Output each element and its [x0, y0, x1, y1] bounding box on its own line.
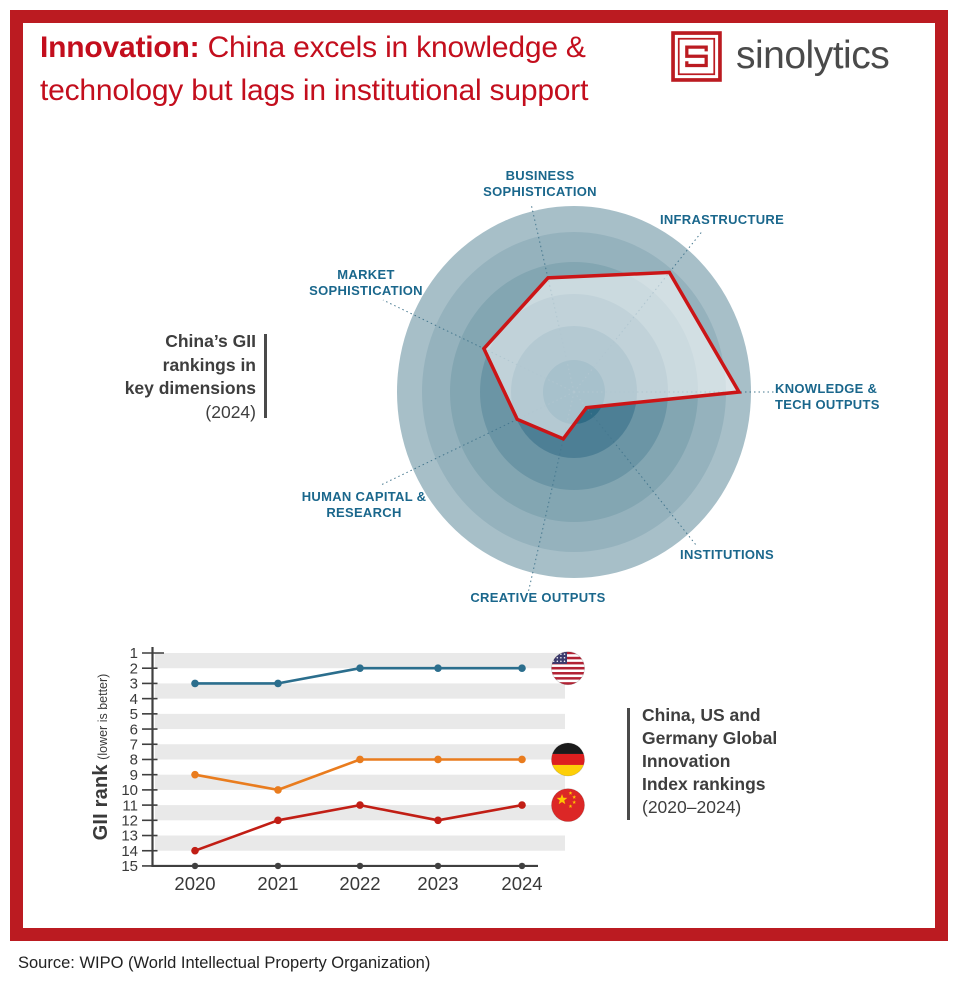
plot-stripe — [155, 835, 565, 851]
y-tick-label: 15 — [121, 858, 138, 875]
flag-icon-cn — [551, 788, 585, 822]
radar-axis-line — [527, 391, 575, 594]
baseline-dot — [191, 862, 199, 870]
plot-stripe — [155, 653, 565, 669]
y-tick-label: 7 — [130, 736, 138, 753]
baseline-dot — [434, 862, 442, 870]
radar-caption-rule — [264, 334, 267, 418]
series-dot-us — [274, 679, 282, 688]
radar-polygon-china — [481, 270, 742, 441]
line-caption-line: Innovation — [642, 751, 731, 771]
y-tick-label: 13 — [121, 828, 138, 845]
radar-axis-label-market-sophistication: MARKET SOPHISTICATION — [309, 267, 423, 298]
x-tick-label: 2021 — [257, 873, 298, 894]
series-dot-us — [434, 664, 442, 673]
series-dot-us — [191, 679, 199, 688]
line-caption-line: Germany Global — [642, 728, 778, 748]
radar-caption-line: China’s GII — [165, 331, 256, 351]
x-tick-label: 2024 — [501, 873, 542, 894]
y-axis-title: GII rank (lower is better) — [90, 642, 116, 872]
baseline-dot — [356, 862, 364, 870]
y-tick-label: 9 — [130, 767, 138, 784]
x-tick-label: 2023 — [417, 873, 458, 894]
x-tick-label: 2020 — [174, 873, 215, 894]
radar-axis-label-business-sophistication: BUSINESS SOPHISTICATION — [483, 168, 597, 199]
series-dot-cn — [191, 846, 199, 855]
series-dot-cn — [274, 816, 282, 825]
y-tick-label: 5 — [130, 706, 138, 723]
y-tick-label: 6 — [130, 721, 138, 738]
y-tick-label: 8 — [130, 752, 138, 769]
plot-stripe — [155, 774, 565, 790]
line-caption-line: Index rankings — [642, 774, 766, 794]
radar-caption-year: (2024) — [205, 401, 256, 422]
radar-axis-label-human-capital-research: HUMAN CAPITAL & RESEARCH — [301, 489, 427, 520]
plot-stripe — [155, 683, 565, 699]
sinolytics-logo: sinolytics — [671, 30, 890, 82]
series-dot-de — [191, 770, 199, 779]
y-axis-title-main: GII rank — [90, 764, 112, 841]
line-caption-line: China, US and — [642, 705, 761, 725]
series-dot-de — [274, 786, 282, 794]
radar-axis-label-knowledge-tech-outputs: KNOWLEDGE & TECH OUTPUTS — [775, 381, 880, 412]
plot-stripe — [155, 744, 565, 760]
x-tick-label: 2022 — [339, 873, 380, 894]
line-caption: China, US and Germany Global Innovation … — [642, 704, 852, 819]
radar-axis-line — [573, 391, 697, 546]
y-tick-label: 14 — [121, 843, 138, 860]
series-dot-de — [434, 755, 442, 764]
radar-axis-label-institutions: INSTITUTIONS — [680, 547, 774, 562]
y-axis-title-note: (lower is better) — [96, 673, 110, 760]
series-dot-de — [356, 755, 364, 764]
series-dot-us — [518, 664, 526, 673]
y-tick-label: 2 — [130, 660, 138, 677]
y-tick-label: 3 — [130, 676, 138, 693]
brand-wordmark: sinolytics — [736, 34, 890, 77]
plot-stripe — [155, 713, 565, 730]
radar-axis-label-infrastructure: INFRASTRUCTURE — [659, 212, 785, 227]
title-lead: Innovation: — [40, 31, 200, 64]
baseline-dot — [518, 862, 526, 870]
y-tick-label: 10 — [121, 782, 138, 799]
flag-icon-de — [551, 742, 585, 777]
y-tick-label: 12 — [121, 813, 138, 830]
border-frame — [10, 10, 948, 941]
y-tick-label: 1 — [130, 645, 138, 662]
line-caption-year: (2020–2024) — [642, 797, 742, 817]
series-dot-cn — [518, 801, 526, 809]
title-rest: China excels in knowledge & technology b… — [40, 31, 589, 107]
radar-caption-line: key dimensions — [124, 378, 256, 398]
series-dot-cn — [356, 801, 364, 809]
page-title: Innovation: China excels in knowledge & … — [40, 26, 640, 112]
series-dot-cn — [434, 816, 442, 825]
sinolytics-logo-icon — [671, 30, 722, 82]
series-dot-us — [356, 664, 364, 673]
line-caption-rule — [627, 708, 630, 820]
radar-caption-line: rankings in — [162, 354, 256, 375]
series-dot-de — [518, 755, 526, 764]
baseline-dot — [274, 862, 282, 870]
y-tick-label: 4 — [130, 691, 138, 708]
source-note: Source: WIPO (World Intellectual Propert… — [18, 954, 431, 972]
radar-axis-label-creative-outputs: CREATIVE OUTPUTS — [470, 590, 606, 605]
radar-axis-line — [382, 299, 575, 393]
flag-icon-us — [551, 651, 585, 686]
radar-caption: China’s GII rankings in key dimensions (… — [90, 330, 256, 424]
y-tick-label: 11 — [122, 797, 138, 814]
